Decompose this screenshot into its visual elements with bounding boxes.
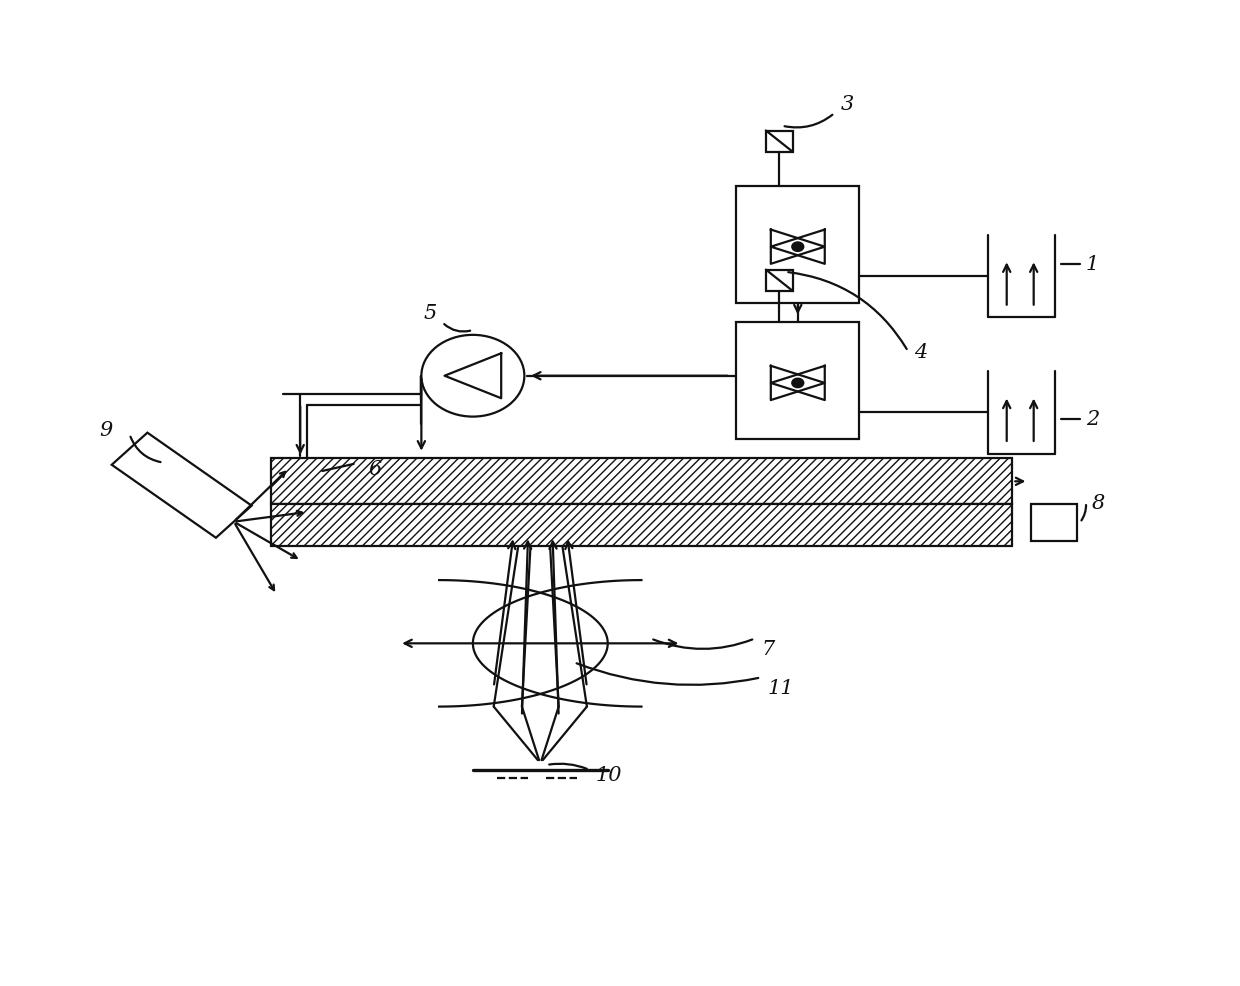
Text: 11: 11 [768, 678, 794, 697]
Circle shape [422, 335, 525, 417]
Text: 6: 6 [368, 459, 382, 478]
Circle shape [792, 379, 804, 388]
Text: 2: 2 [1086, 409, 1099, 429]
Text: 5: 5 [423, 304, 436, 322]
Polygon shape [112, 433, 252, 538]
Polygon shape [771, 367, 825, 400]
Bar [737, 322, 859, 440]
Text: 9: 9 [99, 420, 112, 440]
Text: 10: 10 [595, 765, 622, 785]
Bar [737, 186, 859, 304]
Text: 4: 4 [914, 342, 928, 362]
Bar [270, 458, 1012, 505]
Bar [1030, 505, 1078, 541]
Text: 8: 8 [1092, 493, 1105, 512]
Text: 7: 7 [761, 639, 774, 658]
Bar [270, 505, 1012, 546]
Text: 1: 1 [1086, 255, 1099, 274]
Polygon shape [771, 367, 825, 400]
Polygon shape [771, 231, 825, 264]
Polygon shape [771, 231, 825, 264]
Circle shape [792, 243, 804, 252]
Text: 3: 3 [841, 95, 854, 113]
